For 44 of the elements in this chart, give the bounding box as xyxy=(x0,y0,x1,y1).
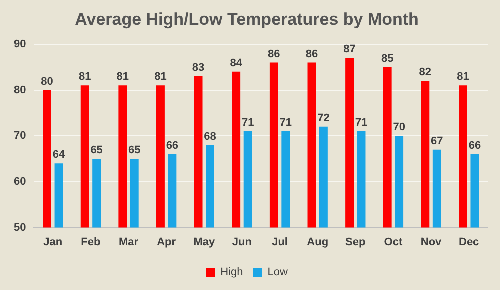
data-label: 86 xyxy=(268,48,280,60)
data-label: 83 xyxy=(192,62,205,74)
data-label: 82 xyxy=(419,66,432,79)
data-label: 84 xyxy=(230,57,244,70)
data-label: 81 xyxy=(457,71,470,84)
x-tick-label: Aug xyxy=(307,236,329,248)
x-tick-label: Nov xyxy=(420,236,443,248)
x-tick-label: Jun xyxy=(232,236,252,248)
x-tick-label: Mar xyxy=(118,236,140,248)
data-label: 71 xyxy=(242,117,254,130)
data-label: 72 xyxy=(318,112,330,124)
data-label: 65 xyxy=(128,144,141,157)
y-tick-label: 70 xyxy=(14,130,26,142)
legend-label: Low xyxy=(268,266,288,279)
data-label: 81 xyxy=(116,71,130,84)
x-tick-label: Sep xyxy=(346,236,366,248)
x-tick-label: Jan xyxy=(44,236,63,248)
data-label: 68 xyxy=(204,130,216,143)
y-tick-label: 90 xyxy=(14,38,26,50)
data-label: 85 xyxy=(381,52,394,65)
data-label: 80 xyxy=(41,76,54,88)
x-tick-label: Feb xyxy=(81,236,102,248)
y-tick-label: 60 xyxy=(14,176,26,188)
data-label: 71 xyxy=(355,117,368,130)
x-tick-label: Oct xyxy=(384,236,403,248)
legend-label: High xyxy=(220,266,244,279)
data-label: 66 xyxy=(166,140,179,152)
chart-title: Average High/Low Temperatures by Month xyxy=(75,10,419,29)
data-label: 87 xyxy=(344,44,356,56)
x-tick-label: Dec xyxy=(459,236,480,248)
data-label: 81 xyxy=(78,71,92,84)
data-label: 67 xyxy=(431,135,444,148)
y-tick-label: 80 xyxy=(14,84,26,96)
data-label: 71 xyxy=(280,117,292,130)
x-tick-label: Jul xyxy=(272,236,288,248)
x-tick-label: Apr xyxy=(157,236,177,248)
x-tick-label: May xyxy=(194,236,216,248)
data-label: 65 xyxy=(90,144,103,157)
data-label: 66 xyxy=(468,140,482,152)
data-label: 70 xyxy=(393,122,406,134)
data-label: 81 xyxy=(154,71,167,84)
data-label: 64 xyxy=(52,149,66,162)
data-label: 86 xyxy=(306,48,318,60)
y-tick-label: 50 xyxy=(14,222,26,234)
